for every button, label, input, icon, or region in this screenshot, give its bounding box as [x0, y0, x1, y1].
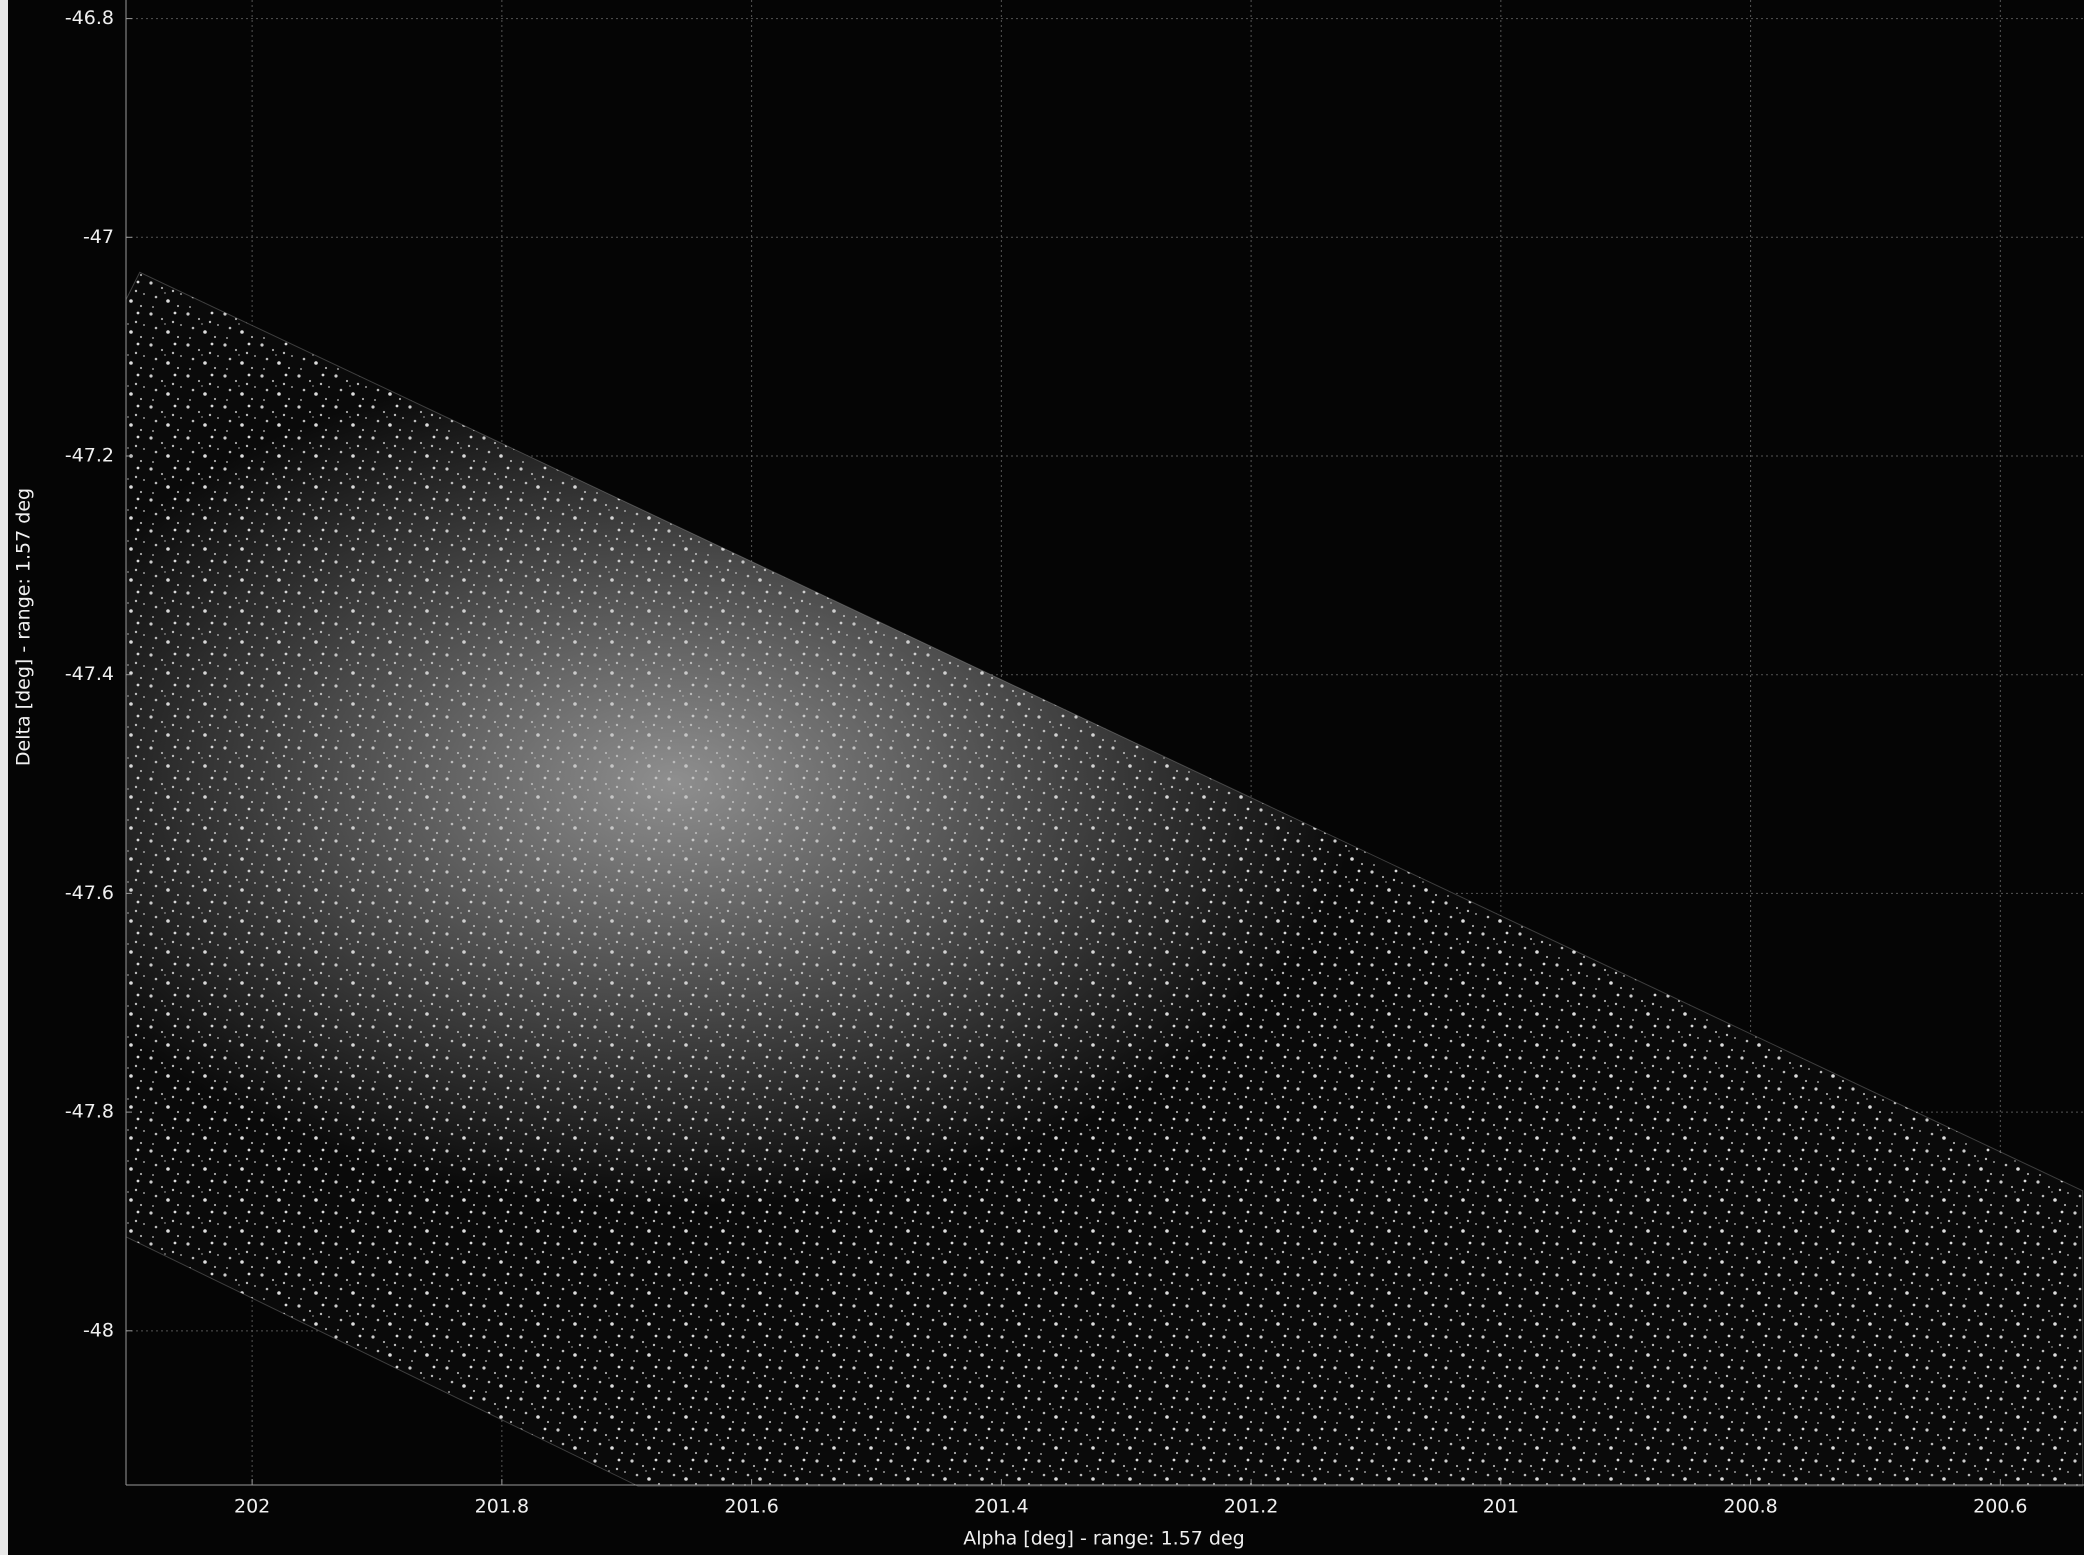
- page: Alpha [deg] - range: 1.57 deg Delta [deg…: [0, 0, 2084, 1555]
- y-tick-label: -47.6: [65, 882, 114, 904]
- window-edge: [0, 0, 8, 1555]
- x-tick-label: 200.8: [1723, 1496, 1777, 1518]
- y-tick-label: -47.2: [65, 444, 114, 466]
- y-tick-label: -48: [83, 1319, 114, 1341]
- x-tick-label: 201: [1483, 1496, 1519, 1518]
- x-tick-label: 200.6: [1973, 1496, 2027, 1518]
- chart: Alpha [deg] - range: 1.57 deg Delta [deg…: [0, 0, 2084, 1555]
- y-tick-label: -46.8: [65, 7, 114, 29]
- x-tick-label: 201.6: [724, 1496, 778, 1518]
- x-tick-label: 202: [234, 1496, 270, 1518]
- y-tick-label: -47: [83, 226, 114, 248]
- y-tick-label: -47.4: [65, 663, 114, 685]
- x-tick-label: 201.2: [1224, 1496, 1278, 1518]
- plot-area: [126, 272, 2083, 1486]
- x-axis-label: Alpha [deg] - range: 1.57 deg: [963, 1528, 1244, 1550]
- y-axis-label: Delta [deg] - range: 1.57 deg: [13, 488, 35, 766]
- x-tick-label: 201.4: [974, 1496, 1028, 1518]
- x-tick-label: 201.8: [475, 1496, 529, 1518]
- y-tick-label: -47.8: [65, 1101, 114, 1123]
- density-glow: [126, 272, 2083, 1486]
